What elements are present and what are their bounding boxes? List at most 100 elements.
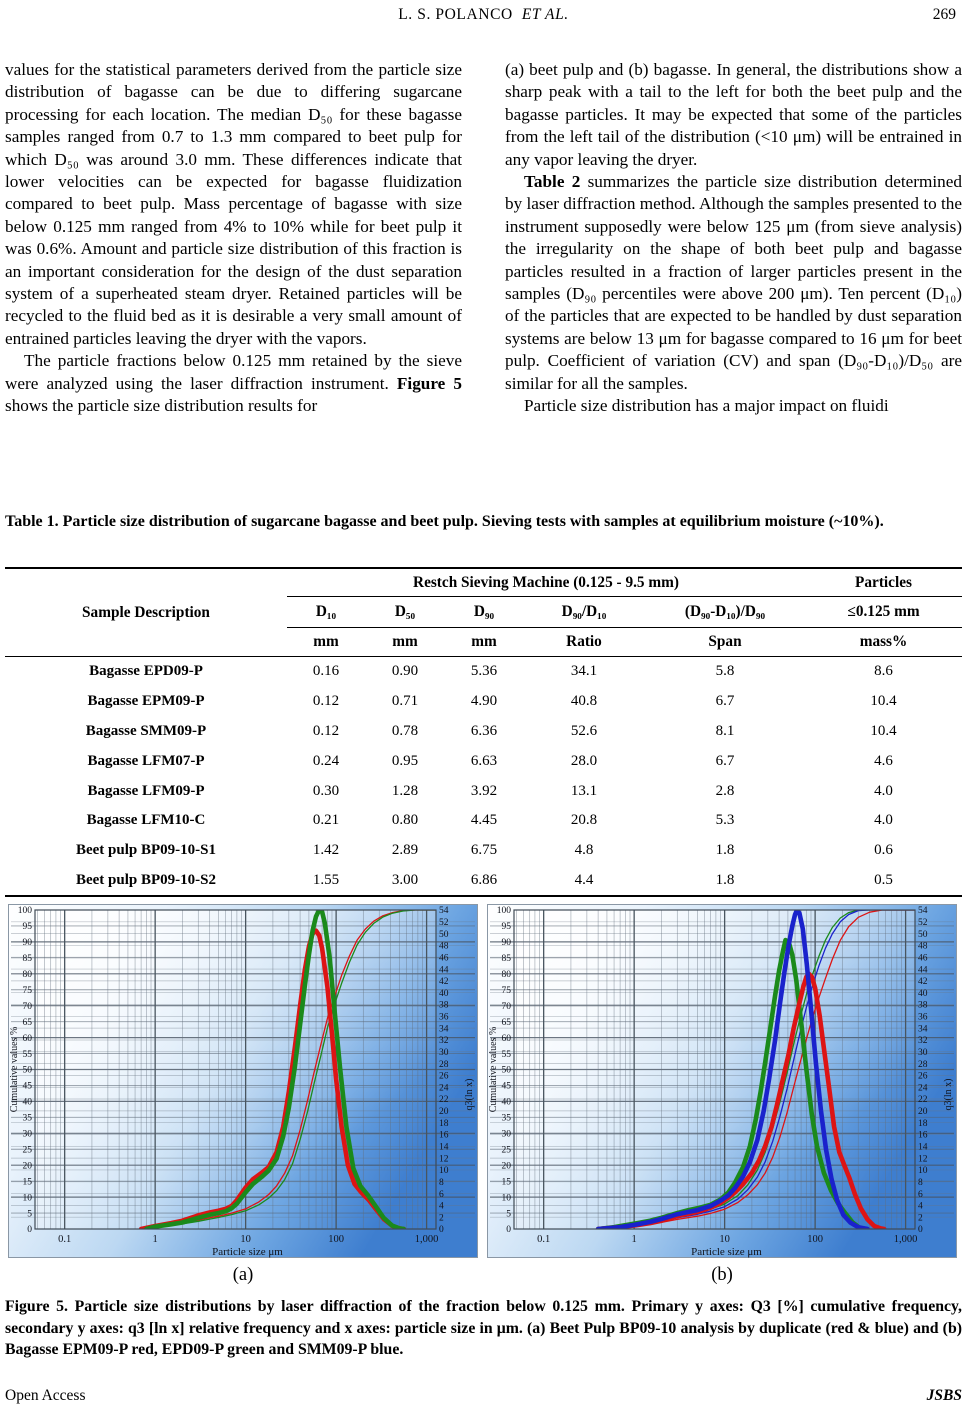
svg-text:30: 30 [439, 1048, 449, 1058]
table-cell: 0.80 [391, 812, 419, 829]
svg-text:54: 54 [439, 906, 449, 916]
svg-text:10: 10 [719, 1234, 730, 1245]
table-cell: 1.42 [312, 842, 340, 859]
svg-text:85: 85 [23, 954, 33, 964]
unit-header: mm [365, 627, 445, 657]
column-header: ≤0.125 mm [805, 596, 962, 628]
svg-text:10: 10 [502, 1193, 512, 1203]
paragraph: The particle fractions below 0.125 mm re… [5, 350, 462, 417]
svg-text:45: 45 [23, 1082, 33, 1092]
svg-text:45: 45 [502, 1082, 512, 1092]
table-cell: 40.8 [570, 693, 598, 710]
table-cell: 6.86 [470, 871, 498, 888]
svg-text:100: 100 [328, 1234, 344, 1245]
svg-text:42: 42 [439, 977, 449, 987]
svg-text:0: 0 [439, 1225, 444, 1235]
group-header-sieving: Restch Sieving Machine (0.125 - 9.5 mm) [287, 568, 805, 597]
svg-text:10: 10 [918, 1166, 928, 1176]
table-cell: 0.12 [312, 693, 340, 710]
table-cell: 8.6 [874, 663, 893, 680]
sample-name: Bagasse LFM07-P [87, 752, 205, 769]
chart-b: 0510152025303540455055606570758085909510… [487, 904, 957, 1258]
svg-text:20: 20 [502, 1161, 512, 1171]
svg-text:40: 40 [439, 989, 449, 999]
table-row: Bagasse EPM09-P 0.12 0.71 4.90 40.8 6.7 10.4 [5, 687, 962, 717]
table-cell: 4.90 [470, 693, 498, 710]
svg-text:25: 25 [23, 1145, 33, 1155]
sample-name: Bagasse SMM09-P [85, 722, 207, 739]
svg-text:Cumulative values %: Cumulative values % [488, 1027, 499, 1113]
sample-name: Bagasse LFM09-P [87, 782, 205, 799]
table-cell: 3.00 [391, 871, 419, 888]
svg-text:36: 36 [918, 1013, 928, 1023]
table-cell: 0.21 [312, 812, 340, 829]
svg-text:40: 40 [918, 989, 928, 999]
svg-text:5: 5 [506, 1209, 511, 1219]
left-column: values for the statistical parameters de… [5, 59, 462, 418]
svg-text:28: 28 [439, 1060, 449, 1070]
figure-caption: Figure 5. Particle size distributions by… [5, 1298, 962, 1359]
table-cell: 1.55 [312, 871, 340, 888]
table-cell: 10.4 [870, 693, 897, 710]
table-row: Bagasse EPD09-P 0.16 0.90 5.36 34.1 5.8 8.6 [5, 657, 962, 687]
svg-text:60: 60 [502, 1034, 512, 1044]
svg-text:20: 20 [23, 1161, 33, 1171]
table-cell: 0.90 [391, 663, 419, 680]
svg-text:25: 25 [502, 1145, 512, 1155]
svg-text:0: 0 [27, 1225, 32, 1235]
svg-text:22: 22 [439, 1095, 449, 1105]
svg-text:4: 4 [918, 1202, 923, 1212]
table-subheader-row: D₁₀ D₅₀ D₉₀ D₉₀/D₁₀ (D₉₀-D₁₀)/D₉₀ ≤0.125 mm [5, 596, 962, 628]
paragraph: Particle size distribution has a major i… [524, 396, 889, 416]
sample-name: Bagasse LFM10-C [86, 812, 206, 829]
svg-text:35: 35 [502, 1114, 512, 1124]
table-row: Bagasse SMM09-P 0.12 0.78 6.36 52.6 8.1 10.4 [5, 717, 962, 747]
table-cell: 28.0 [570, 752, 598, 769]
table-cell: 0.71 [391, 693, 419, 710]
svg-text:1,000: 1,000 [894, 1234, 918, 1245]
running-title-etal: ET AL. [521, 6, 569, 23]
svg-text:38: 38 [439, 1001, 449, 1011]
svg-text:1,000: 1,000 [415, 1234, 439, 1245]
page-footer: Open Access JSBS [5, 1387, 962, 1405]
svg-text:70: 70 [502, 1002, 512, 1012]
sample-name: Beet pulp BP09-10-S2 [75, 871, 216, 888]
paragraph: values for the statistical parameters de… [5, 60, 462, 348]
svg-text:30: 30 [502, 1130, 512, 1140]
svg-text:22: 22 [918, 1095, 928, 1105]
figure-5: 0 5 10 15 20 25 30 35 40 45 50 55 60 65 70 75 80 85 90 95 10… [8, 904, 957, 1286]
svg-text:36: 36 [439, 1013, 449, 1023]
svg-text:75: 75 [502, 986, 512, 996]
svg-text:46: 46 [439, 953, 449, 963]
sample-name: Beet pulp BP09-10-S1 [75, 842, 216, 859]
table-cell: 0.12 [312, 722, 340, 739]
svg-text:38: 38 [918, 1001, 928, 1011]
svg-text:32: 32 [439, 1036, 449, 1046]
chart-a: 0510152025303540455055606570758085909510… [8, 904, 478, 1258]
svg-text:12: 12 [439, 1154, 449, 1164]
svg-text:1: 1 [632, 1234, 637, 1245]
svg-text:28: 28 [918, 1060, 928, 1070]
svg-text:16: 16 [439, 1131, 449, 1141]
table-cell: 0.16 [312, 663, 340, 680]
table-caption: Table 1. Particle size distribution of s… [5, 513, 884, 530]
table-cell: 1.8 [715, 842, 735, 859]
svg-text:18: 18 [439, 1119, 449, 1129]
svg-text:0: 0 [506, 1225, 511, 1235]
paragraph: Table 2 summarizes the particle size dis… [505, 171, 962, 395]
svg-text:6: 6 [439, 1190, 444, 1200]
running-title-authors: L. S. POLANCO [398, 6, 513, 23]
table-cell: 0.6 [874, 842, 893, 859]
paragraph-text: shows the particle size distribution res… [5, 396, 318, 416]
table-cell: 8.1 [715, 722, 735, 739]
svg-text:80: 80 [23, 970, 33, 980]
svg-text:55: 55 [502, 1050, 512, 1060]
figure-reference: Figure 5 [396, 373, 462, 393]
svg-text:40: 40 [23, 1098, 33, 1108]
svg-text:85: 85 [502, 954, 512, 964]
svg-text:55: 55 [23, 1050, 33, 1060]
table-row: Bagasse LFM10-C 0.21 0.80 4.45 20.8 5.3 4.0 [5, 806, 962, 836]
svg-text:20: 20 [439, 1107, 449, 1117]
table-group-row: Sample Description Restch Sieving Machin… [5, 568, 962, 657]
